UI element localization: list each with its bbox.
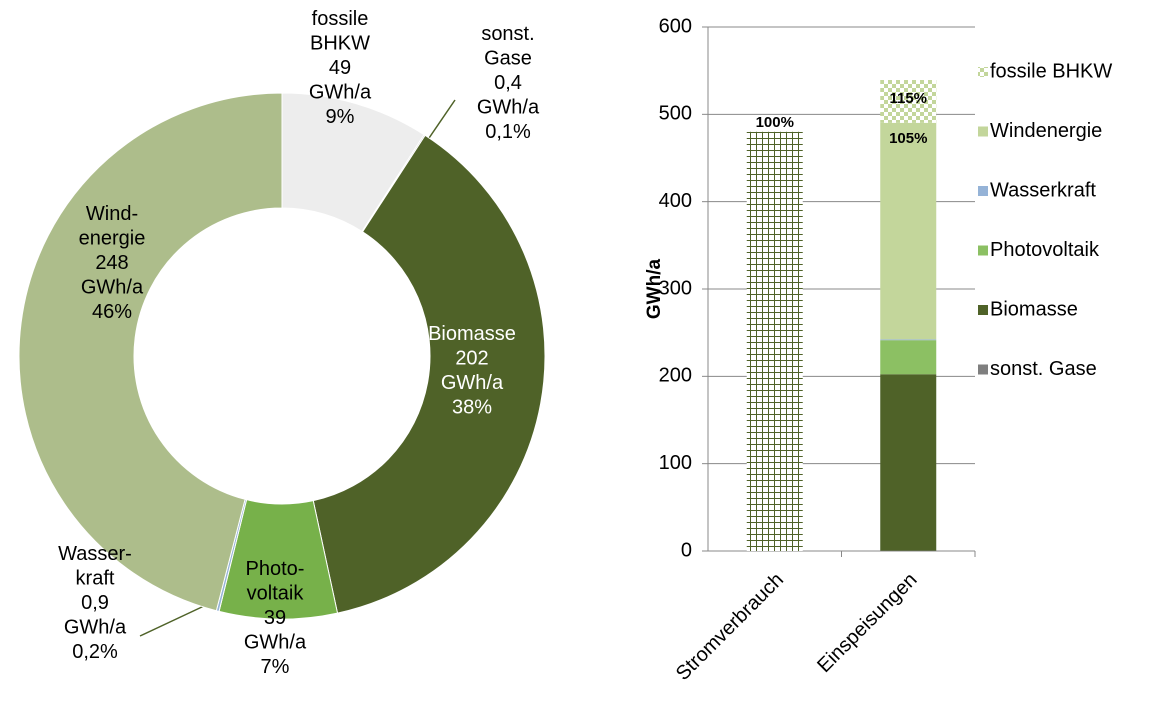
data-label-line: sonst. xyxy=(481,23,534,45)
y-tick-label: 0 xyxy=(681,539,692,561)
data-label-line: GWh/a xyxy=(309,82,372,104)
legend-label: Biomasse xyxy=(990,298,1078,320)
data-label-line: 49 xyxy=(329,57,351,79)
y-tick-label: 300 xyxy=(659,277,692,299)
annotation: 100% xyxy=(756,114,794,131)
data-label-line: GWh/a xyxy=(64,617,127,639)
data-label: Biomasse 202 GWh/a 38% xyxy=(428,323,516,419)
data-label-line: Photo- xyxy=(246,558,305,580)
data-label-line: 7% xyxy=(261,656,290,678)
data-label: Photo-voltaik 39 GWh/a 7% xyxy=(244,558,307,678)
data-label-line: fossile xyxy=(312,8,369,30)
legend-label: Wasserkraft xyxy=(990,179,1096,201)
legend-label: sonst. Gase xyxy=(990,358,1097,380)
data-label-line: voltaik xyxy=(247,583,305,605)
data-label: sonst. Gase 0,4 GWh/a 0,1% xyxy=(477,23,540,143)
data-label-line: 9% xyxy=(326,106,355,128)
x-tick-label: Einspeisungen xyxy=(813,569,921,677)
y-tick-label: 500 xyxy=(659,103,692,125)
data-label-line: 39 xyxy=(264,607,286,629)
data-label: Wind-energie 248 GWh/a 46% xyxy=(79,203,146,323)
bar-segment xyxy=(880,122,937,340)
donut-segment xyxy=(18,92,283,612)
legend-swatch xyxy=(978,186,988,196)
leader-line xyxy=(426,99,456,142)
bar-segment xyxy=(880,80,937,123)
data-label-line: Wind- xyxy=(86,203,138,225)
legend-swatch xyxy=(978,245,988,256)
leader-line xyxy=(139,605,205,637)
legend-swatch xyxy=(978,305,988,315)
data-label-line: 202 xyxy=(455,348,488,370)
bar-segment xyxy=(880,374,937,551)
data-label-line: 0,9 xyxy=(81,592,109,614)
bar-segment xyxy=(746,131,803,552)
legend-swatch xyxy=(978,67,988,77)
y-axis-title: GWh/a xyxy=(644,258,665,319)
annotation: 115% xyxy=(889,90,927,107)
donut-segment xyxy=(312,134,546,614)
y-tick-label: 100 xyxy=(659,452,692,474)
data-label-line: energie xyxy=(79,228,146,250)
data-label-line: 38% xyxy=(452,397,492,419)
data-label-line: 0,2% xyxy=(72,641,118,663)
y-tick-label: 200 xyxy=(659,365,692,387)
legend-label: Photovoltaik xyxy=(990,239,1100,261)
y-tick-label: 400 xyxy=(659,190,692,212)
data-label-line: Wasser- xyxy=(58,543,132,565)
data-label: fossile BHKW 49 GWh/a 9% xyxy=(309,8,372,128)
data-label-line: GWh/a xyxy=(441,372,504,394)
data-label-line: 0,1% xyxy=(485,121,531,143)
bar-segment xyxy=(880,339,937,341)
data-label-line: 248 xyxy=(95,252,128,274)
legend-swatch xyxy=(978,126,988,137)
x-tick-label: Stromverbrauch xyxy=(672,569,788,685)
bar-segment xyxy=(880,340,937,375)
data-label-line: 46% xyxy=(92,301,132,323)
y-tick-label: 600 xyxy=(659,15,692,37)
data-label-line: GWh/a xyxy=(244,632,307,654)
data-label-line: 0,4 xyxy=(494,72,522,94)
data-label-line: GWh/a xyxy=(477,97,540,119)
legend-swatch xyxy=(978,364,988,375)
data-label-line: GWh/a xyxy=(81,277,144,299)
data-label: Wasser-kraft 0,9 GWh/a 0,2% xyxy=(58,543,132,663)
data-label-line: Gase xyxy=(484,48,532,70)
legend-label: Windenergie xyxy=(990,120,1102,142)
data-label-line: Biomasse xyxy=(428,323,516,345)
data-label-line: kraft xyxy=(76,568,115,590)
annotation: 105% xyxy=(889,130,927,147)
data-label-line: BHKW xyxy=(310,33,370,55)
legend-label: fossile BHKW xyxy=(990,60,1112,82)
